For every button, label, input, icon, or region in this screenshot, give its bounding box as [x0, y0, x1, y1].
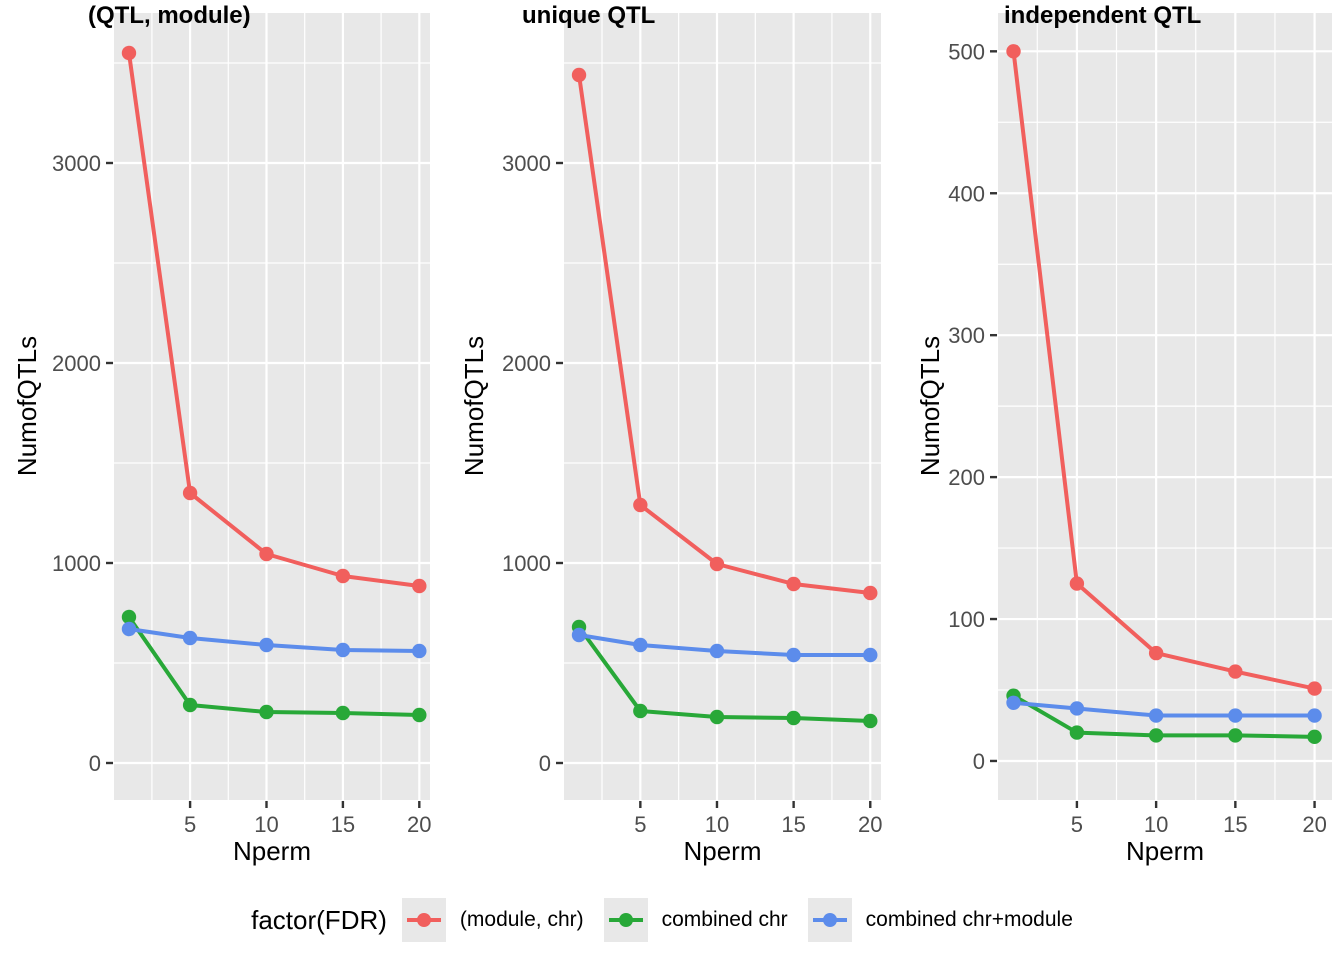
legend-item-1: (module, chr) [401, 898, 584, 942]
y-tick-label: 0 [973, 749, 985, 774]
panel-title-1: (QTL, module) [88, 2, 251, 29]
series-point [121, 45, 137, 61]
series-point [1069, 701, 1085, 716]
legend: factor(FDR) (module, chr) combined chr com… [0, 893, 1344, 947]
series-point [412, 578, 427, 594]
series-point [121, 609, 137, 625]
y-axis-title-3: NumofQTLs [915, 335, 945, 477]
series-point [1228, 664, 1243, 679]
legend-item-2: combined chr [603, 898, 788, 942]
y-tick-label: 300 [948, 323, 985, 348]
legend-item-label: (module, chr) [459, 908, 584, 931]
panel-title-3: independent QTL [1004, 2, 1202, 29]
panel-title-2: unique QTL [522, 2, 656, 29]
series-point [571, 67, 587, 83]
x-tick-label: 10 [705, 812, 729, 837]
series-point [1148, 728, 1164, 743]
series-point [182, 697, 198, 713]
series-point [335, 642, 351, 658]
series-point [1006, 695, 1021, 710]
series-point [1307, 681, 1322, 696]
legend-key-icon [401, 898, 446, 942]
x-axis-title-3: Nperm [1125, 836, 1204, 866]
legend-key-icon [807, 898, 852, 942]
series-point [182, 485, 198, 501]
y-tick-label: 400 [948, 181, 985, 206]
y-tick-label: 200 [948, 465, 985, 490]
series-point [335, 568, 351, 584]
series-point [335, 705, 351, 721]
x-axis-title-2: Nperm [683, 836, 762, 866]
series-point [571, 627, 587, 643]
y-tick-label: 2000 [52, 351, 101, 376]
x-tick-label: 20 [1302, 812, 1326, 837]
x-tick-label: 5 [634, 812, 646, 837]
x-tick-label: 20 [858, 812, 882, 837]
y-tick-label: 500 [948, 39, 985, 64]
series-point [259, 546, 274, 562]
series-point [863, 585, 878, 601]
panel-2: 0 1000 2000 3000 5 10 15 20 [502, 13, 883, 837]
y-tick-label: 3000 [502, 151, 551, 176]
y-axis-title-1: NumofQTLs [12, 335, 42, 477]
y-tick-label: 3000 [52, 151, 101, 176]
panel-2-background [564, 13, 881, 800]
series-point [1148, 645, 1164, 661]
panel-1: 0 1000 2000 3000 5 10 15 20 [52, 13, 432, 837]
series-point [182, 630, 198, 646]
x-tick-label: 20 [407, 812, 431, 837]
series-point [1069, 576, 1085, 591]
series-point [709, 556, 725, 572]
legend-item-label: combined chr [661, 908, 788, 931]
y-tick-label: 1000 [52, 551, 101, 576]
x-tick-label: 15 [1223, 812, 1247, 837]
series-point [1307, 729, 1322, 745]
legend-key-icon [603, 898, 648, 942]
series-point [633, 703, 648, 719]
x-tick-label: 5 [184, 812, 196, 837]
x-tick-label: 10 [254, 812, 278, 837]
series-point [1228, 708, 1243, 723]
legend-items: (module, chr) combined chr combined chr+mo… [401, 898, 1093, 942]
x-tick-label: 5 [1071, 812, 1083, 837]
series-point [863, 713, 878, 729]
y-tick-label: 0 [89, 751, 101, 776]
series-point [412, 643, 427, 659]
series-point [786, 576, 801, 592]
series-point [633, 497, 648, 513]
y-tick-label: 1000 [502, 551, 551, 576]
series-point [1307, 708, 1322, 723]
x-tick-label: 10 [1144, 812, 1168, 837]
legend-item-3: combined chr+module [807, 898, 1073, 942]
y-axis-title-2: NumofQTLs [459, 335, 489, 477]
series-point [1069, 725, 1085, 740]
series-point [121, 621, 137, 637]
series-point [863, 647, 878, 663]
y-tick-label: 0 [539, 751, 551, 776]
series-point [1006, 44, 1021, 59]
series-point [259, 704, 274, 720]
series-point [786, 647, 801, 663]
series-point [709, 709, 725, 725]
series-point [412, 707, 427, 723]
series-point [633, 637, 648, 653]
y-tick-label: 2000 [502, 351, 551, 376]
y-tick-label: 100 [948, 607, 985, 632]
series-point [259, 637, 274, 653]
panel-1-background [114, 13, 430, 800]
series-point [1228, 728, 1243, 743]
legend-title: factor(FDR) [251, 904, 387, 935]
x-tick-label: 15 [331, 812, 355, 837]
series-point [709, 643, 725, 659]
x-tick-label: 15 [781, 812, 805, 837]
series-point [786, 710, 801, 726]
legend-item-label: combined chr+module [865, 908, 1073, 931]
panel-3: 0 100 200 300 400 500 5 10 15 20 [948, 13, 1332, 837]
series-point [1148, 708, 1164, 723]
x-axis-title-1: Nperm [232, 836, 311, 866]
